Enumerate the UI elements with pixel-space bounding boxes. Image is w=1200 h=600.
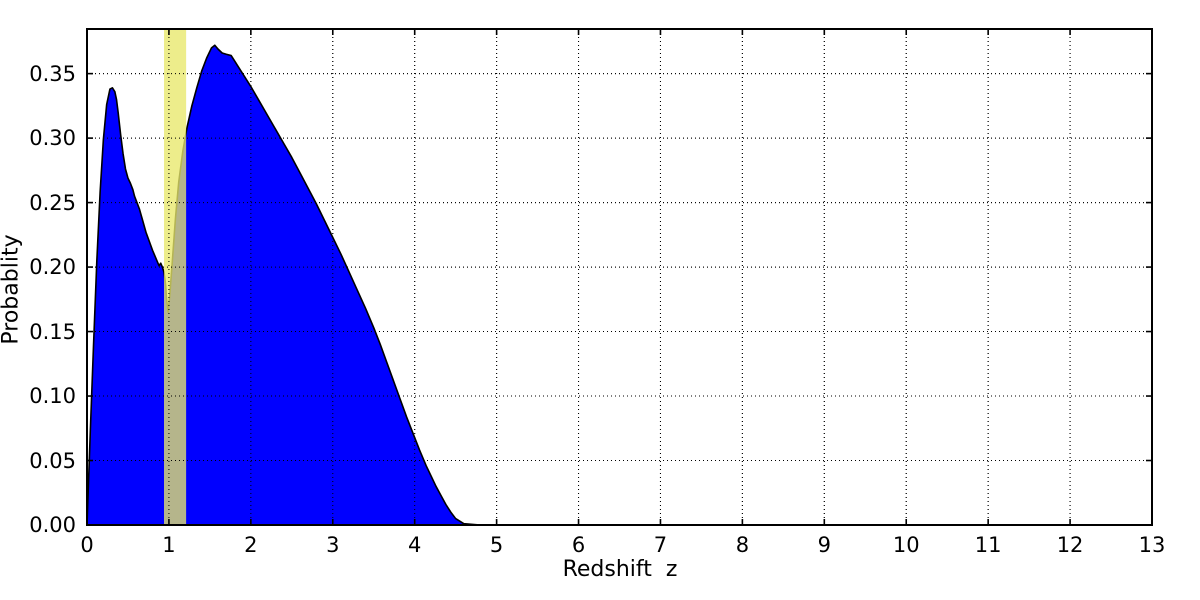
axes-frame [86, 28, 1153, 526]
x-tick-label: 10 [892, 533, 920, 557]
x-tick-label: 5 [489, 533, 504, 557]
x-tick-label: 0 [80, 533, 94, 557]
grid-lines-overlay [87, 29, 1152, 525]
y-axis-label: Probablity [0, 234, 24, 345]
x-tick-label: 13 [1138, 533, 1166, 557]
redshift-highlight-band [164, 29, 187, 525]
y-tick-label: 0.10 [29, 384, 76, 409]
x-tick-label: 4 [408, 533, 422, 557]
y-tick-label: 0.05 [29, 448, 76, 473]
y-tick-label: 0.20 [29, 255, 76, 280]
x-tick-label: 8 [735, 533, 750, 557]
probability-area [87, 45, 1152, 525]
y-tick-label: 0.25 [29, 190, 76, 215]
y-tick-label: 0.30 [29, 126, 76, 151]
x-axis-label: Redshift z [562, 557, 678, 582]
y-tick-label: 0.00 [29, 513, 76, 537]
x-tick-label: 6 [571, 533, 586, 557]
x-tick-label: 7 [653, 533, 668, 557]
probability-curve [87, 44, 1152, 525]
x-tick-label: 1 [162, 533, 176, 557]
x-tick-label: 9 [817, 533, 831, 557]
y-tick-label: 0.35 [29, 61, 76, 86]
x-tick-label: 11 [974, 533, 1002, 557]
y-tick-label: 0.15 [29, 319, 76, 344]
x-tick-label: 3 [326, 533, 340, 557]
x-tick-label: 12 [1056, 533, 1084, 557]
x-tick-label: 2 [244, 533, 258, 557]
